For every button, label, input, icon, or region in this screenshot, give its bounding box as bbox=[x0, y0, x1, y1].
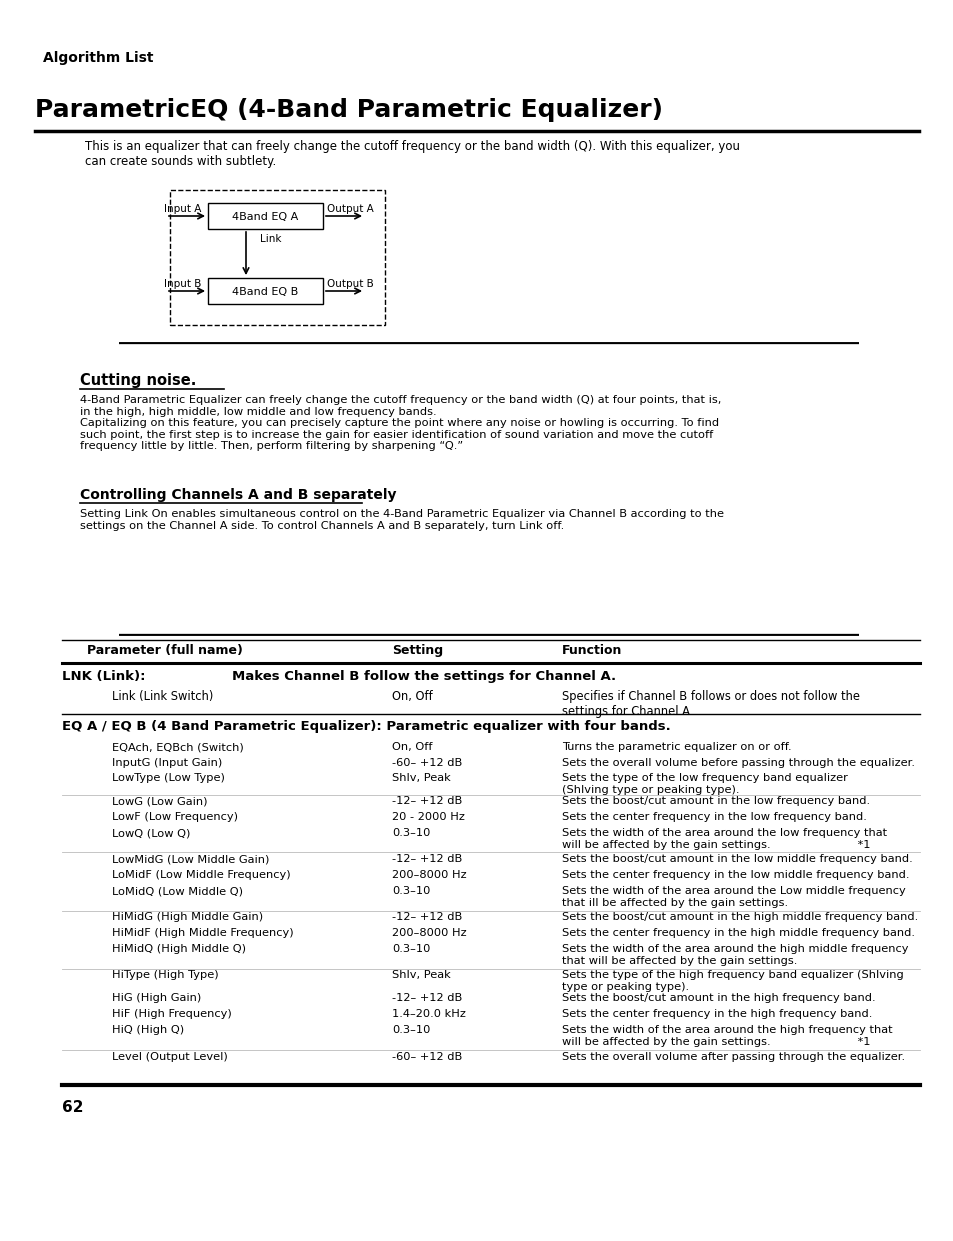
Text: EQAch, EQBch (Switch): EQAch, EQBch (Switch) bbox=[112, 742, 244, 752]
Text: Level (Output Level): Level (Output Level) bbox=[112, 1052, 228, 1062]
Text: Sets the boost/cut amount in the low middle frequency band.: Sets the boost/cut amount in the low mid… bbox=[561, 854, 912, 864]
FancyBboxPatch shape bbox=[35, 42, 365, 69]
Text: HiMidF (High Middle Frequency): HiMidF (High Middle Frequency) bbox=[112, 928, 294, 938]
Text: Input A: Input A bbox=[164, 204, 201, 213]
Text: 62: 62 bbox=[62, 1100, 84, 1114]
Text: 0.3–10: 0.3–10 bbox=[392, 944, 430, 954]
Text: Sets the boost/cut amount in the low frequency band.: Sets the boost/cut amount in the low fre… bbox=[561, 795, 869, 805]
Text: On, Off: On, Off bbox=[392, 690, 433, 702]
Text: Shlv, Peak: Shlv, Peak bbox=[392, 773, 450, 783]
Text: 20 - 2000 Hz: 20 - 2000 Hz bbox=[392, 812, 464, 822]
Text: LoMidF (Low Middle Frequency): LoMidF (Low Middle Frequency) bbox=[112, 870, 291, 880]
Text: 1.4–20.0 kHz: 1.4–20.0 kHz bbox=[392, 1009, 465, 1019]
Text: Output A: Output A bbox=[327, 204, 374, 213]
Text: InputG (Input Gain): InputG (Input Gain) bbox=[112, 758, 222, 768]
Text: -12– +12 dB: -12– +12 dB bbox=[392, 795, 462, 805]
Text: Link: Link bbox=[260, 235, 281, 244]
Text: Output B: Output B bbox=[327, 279, 374, 289]
Text: Sets the center frequency in the high middle frequency band.: Sets the center frequency in the high mi… bbox=[561, 928, 914, 938]
Text: 0.3–10: 0.3–10 bbox=[392, 828, 430, 838]
Text: 4-Band Parametric Equalizer can freely change the cutoff frequency or the band w: 4-Band Parametric Equalizer can freely c… bbox=[80, 395, 720, 452]
Text: Sets the width of the area around the high middle frequency
that will be affecte: Sets the width of the area around the hi… bbox=[561, 944, 907, 965]
Text: HiQ (High Q): HiQ (High Q) bbox=[112, 1025, 184, 1035]
Text: Sets the width of the area around the high frequency that
will be affected by th: Sets the width of the area around the hi… bbox=[561, 1025, 892, 1046]
Text: LoMidQ (Low Middle Q): LoMidQ (Low Middle Q) bbox=[112, 886, 243, 896]
Text: Algorithm List: Algorithm List bbox=[43, 51, 153, 65]
Text: 200–8000 Hz: 200–8000 Hz bbox=[392, 870, 466, 880]
Text: Setting: Setting bbox=[392, 644, 442, 656]
Text: -12– +12 dB: -12– +12 dB bbox=[392, 854, 462, 864]
Text: HiType (High Type): HiType (High Type) bbox=[112, 970, 218, 980]
Text: Makes Channel B follow the settings for Channel A.: Makes Channel B follow the settings for … bbox=[232, 670, 616, 683]
FancyBboxPatch shape bbox=[208, 204, 323, 230]
Bar bbox=[170, 190, 385, 325]
Text: ParametricEQ (4-Band Parametric Equalizer): ParametricEQ (4-Band Parametric Equalize… bbox=[35, 98, 662, 122]
Text: LowType (Low Type): LowType (Low Type) bbox=[112, 773, 225, 783]
Text: Controlling Channels A and B separately: Controlling Channels A and B separately bbox=[80, 488, 396, 503]
Text: HiF (High Frequency): HiF (High Frequency) bbox=[112, 1009, 232, 1019]
Text: 4Band EQ A: 4Band EQ A bbox=[233, 212, 298, 222]
Text: This is an equalizer that can freely change the cutoff frequency or the band wid: This is an equalizer that can freely cha… bbox=[85, 140, 740, 168]
Text: HiG (High Gain): HiG (High Gain) bbox=[112, 993, 201, 1003]
Text: Sets the type of the low frequency band equalizer
(Shlving type or peaking type): Sets the type of the low frequency band … bbox=[561, 773, 847, 794]
Text: -60– +12 dB: -60– +12 dB bbox=[392, 758, 462, 768]
FancyBboxPatch shape bbox=[51, 343, 930, 635]
Text: Sets the center frequency in the low frequency band.: Sets the center frequency in the low fre… bbox=[561, 812, 866, 822]
Text: On, Off: On, Off bbox=[392, 742, 432, 752]
Text: 4Band EQ B: 4Band EQ B bbox=[233, 287, 298, 297]
Text: Setting Link On enables simultaneous control on the 4-Band Parametric Equalizer : Setting Link On enables simultaneous con… bbox=[80, 509, 723, 531]
Text: Function: Function bbox=[561, 644, 621, 656]
Text: Cutting noise.: Cutting noise. bbox=[80, 374, 196, 388]
Text: Sets the center frequency in the high frequency band.: Sets the center frequency in the high fr… bbox=[561, 1009, 871, 1019]
Text: Parameter (full name): Parameter (full name) bbox=[87, 644, 243, 656]
Text: -60– +12 dB: -60– +12 dB bbox=[392, 1052, 462, 1062]
Text: HiMidQ (High Middle Q): HiMidQ (High Middle Q) bbox=[112, 944, 246, 954]
Text: -12– +12 dB: -12– +12 dB bbox=[392, 912, 462, 922]
Text: HiMidG (High Middle Gain): HiMidG (High Middle Gain) bbox=[112, 912, 263, 922]
Text: Sets the overall volume after passing through the equalizer.: Sets the overall volume after passing th… bbox=[561, 1052, 904, 1062]
Text: LowQ (Low Q): LowQ (Low Q) bbox=[112, 828, 191, 838]
Text: EQ A / EQ B (4 Band Parametric Equalizer): Parametric equalizer with four bands.: EQ A / EQ B (4 Band Parametric Equalizer… bbox=[62, 720, 670, 733]
Text: LowG (Low Gain): LowG (Low Gain) bbox=[112, 795, 208, 805]
Text: Sets the type of the high frequency band equalizer (Shlving
type or peaking type: Sets the type of the high frequency band… bbox=[561, 970, 902, 992]
Text: 0.3–10: 0.3–10 bbox=[392, 1025, 430, 1035]
Text: Shlv, Peak: Shlv, Peak bbox=[392, 970, 450, 980]
Text: 200–8000 Hz: 200–8000 Hz bbox=[392, 928, 466, 938]
Text: Link (Link Switch): Link (Link Switch) bbox=[112, 690, 213, 702]
FancyBboxPatch shape bbox=[208, 278, 323, 304]
Text: Specifies if Channel B follows or does not follow the
settings for Channel A.: Specifies if Channel B follows or does n… bbox=[561, 690, 859, 719]
Text: LNK (Link):: LNK (Link): bbox=[62, 670, 146, 683]
Text: Sets the boost/cut amount in the high middle frequency band.: Sets the boost/cut amount in the high mi… bbox=[561, 912, 918, 922]
Text: Sets the center frequency in the low middle frequency band.: Sets the center frequency in the low mid… bbox=[561, 870, 908, 880]
Text: Sets the boost/cut amount in the high frequency band.: Sets the boost/cut amount in the high fr… bbox=[561, 993, 875, 1003]
Text: Sets the width of the area around the low frequency that
will be affected by the: Sets the width of the area around the lo… bbox=[561, 828, 886, 850]
Text: 0.3–10: 0.3–10 bbox=[392, 886, 430, 896]
Text: -12– +12 dB: -12– +12 dB bbox=[392, 993, 462, 1003]
Text: Input B: Input B bbox=[164, 279, 201, 289]
Text: Turns the parametric equalizer on or off.: Turns the parametric equalizer on or off… bbox=[561, 742, 791, 752]
Text: LowMidG (Low Middle Gain): LowMidG (Low Middle Gain) bbox=[112, 854, 269, 864]
Text: LowF (Low Frequency): LowF (Low Frequency) bbox=[112, 812, 237, 822]
Text: Sets the width of the area around the Low middle frequency
that ill be affected : Sets the width of the area around the Lo… bbox=[561, 886, 904, 907]
Text: Sets the overall volume before passing through the equalizer.: Sets the overall volume before passing t… bbox=[561, 758, 914, 768]
